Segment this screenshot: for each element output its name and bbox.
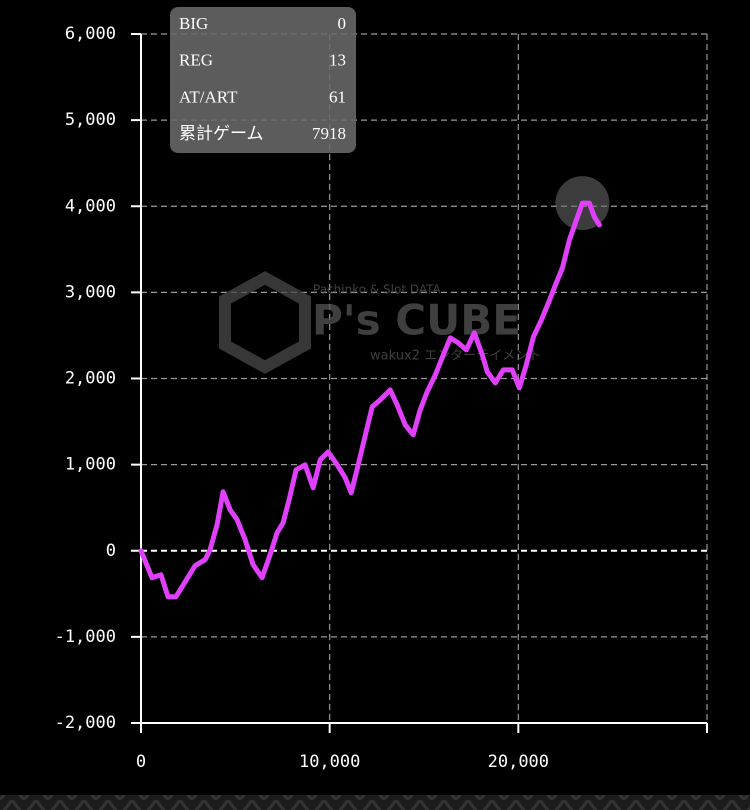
- stat-label: 累計ゲーム: [179, 124, 264, 143]
- y-tick-label: 5,000: [65, 110, 116, 130]
- y-tick-label: 3,000: [65, 282, 116, 302]
- stat-label: REG: [179, 51, 213, 70]
- stat-value: 13: [329, 51, 346, 70]
- stats-panel: [170, 7, 356, 153]
- y-tick-label: 2,000: [65, 369, 116, 389]
- watermark-tagline: wakux2 エンターテイメント: [370, 349, 541, 364]
- stat-value: 7918: [312, 124, 346, 143]
- y-tick-label: 0: [106, 541, 116, 561]
- stat-value: 61: [329, 87, 346, 106]
- y-tick-label: 4,000: [65, 196, 116, 216]
- watermark-subtitle: Pachinko & Slot DATA: [313, 283, 442, 297]
- x-tick-label: 20,000: [488, 752, 549, 772]
- x-tick-label: 0: [136, 752, 146, 772]
- watermark-title: P's CUBE: [312, 296, 521, 345]
- stat-label: AT/ART: [179, 87, 238, 106]
- stat-label: BIG: [179, 14, 208, 33]
- x-tick-label: 10,000: [299, 752, 360, 772]
- plot: [138, 176, 610, 600]
- data-line: [138, 200, 602, 600]
- y-tick-label: -1,000: [55, 627, 116, 647]
- y-tick-label: -2,000: [55, 713, 116, 733]
- footer-strip: [0, 795, 750, 810]
- stats-box: BIG 0 REG 13 AT/ART 61 累計ゲーム 7918: [170, 7, 356, 153]
- watermark: Pachinko & Slot DATA P's CUBE wakux2 エンタ…: [219, 271, 541, 374]
- y-tick-label: 1,000: [65, 455, 116, 475]
- watermark-logo: [219, 271, 311, 374]
- stat-value: 0: [338, 14, 347, 33]
- y-tick-label: 6,000: [65, 24, 116, 44]
